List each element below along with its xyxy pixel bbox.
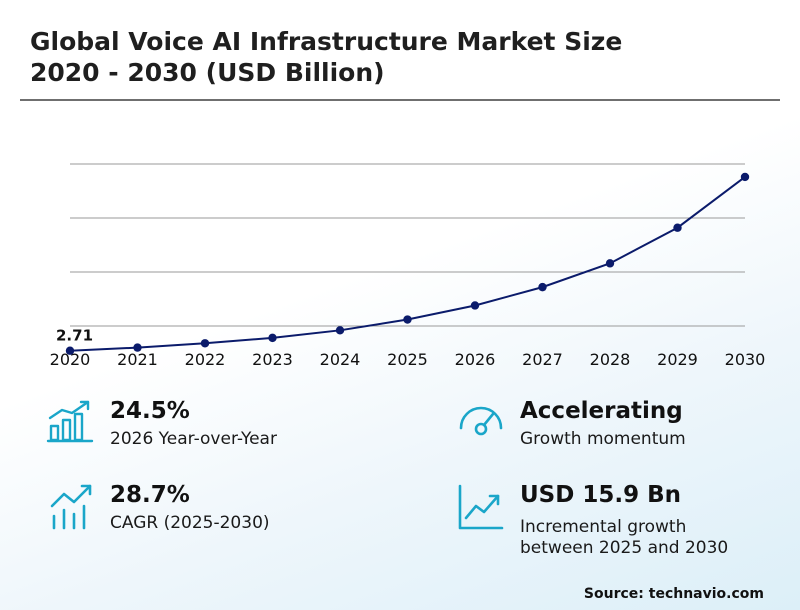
x-tick-label: 2029 <box>657 350 698 369</box>
data-point <box>605 259 615 268</box>
x-tick-label: 2025 <box>387 350 428 369</box>
x-tick-label: 2022 <box>185 350 226 369</box>
x-tick-label: 2027 <box>522 350 563 369</box>
x-tick-label: 2024 <box>320 350 361 369</box>
data-point <box>65 346 75 355</box>
data-point <box>673 223 682 232</box>
kpi-momentum-value: Accelerating <box>520 398 683 424</box>
speedometer-icon <box>459 406 503 436</box>
data-point <box>740 172 750 182</box>
title-line-1: Global Voice AI Infrastructure Market Si… <box>30 27 623 56</box>
kpi-incremental-label-line1: Incremental growth <box>520 517 687 537</box>
line-chart: 2020 2021 2022 2023 2024 2025 2026 2027 2028 2029… <box>50 163 766 369</box>
data-point <box>335 326 345 335</box>
kpi-incremental-label: Incremental growth between 2025 and 2030 <box>520 517 728 559</box>
data-point <box>200 339 210 348</box>
trend-bars-icon <box>50 484 92 530</box>
chart-title: Global Voice AI Infrastructure Market Si… <box>30 26 770 88</box>
kpi-yoy-label: 2026 Year-over-Year <box>110 429 277 449</box>
source-credit: Source: technavio.com <box>583 586 764 602</box>
title-line-2: 2020 - 2030 (USD Billion) <box>30 58 385 87</box>
data-point <box>403 315 412 324</box>
x-tick-label: 2028 <box>590 350 631 369</box>
kpi-momentum-label: Growth momentum <box>520 429 686 449</box>
x-axis-labels: 2020 2021 2022 2023 2024 2025 2026 2027 2028 2029… <box>50 350 766 369</box>
title-divider <box>20 99 780 101</box>
data-labels: 2.71 <box>56 327 93 345</box>
kpi-incremental-value: USD 15.9 Bn <box>520 482 681 508</box>
kpi-cagr: 28.7% CAGR (2025-2030) <box>46 482 376 542</box>
data-point <box>268 333 277 343</box>
kpi-cagr-label: CAGR (2025-2030) <box>110 513 270 533</box>
kpi-yoy: 24.5% 2026 Year-over-Year <box>46 398 376 458</box>
kpi-cagr-value: 28.7% <box>110 482 190 508</box>
kpi-incremental-label-line2: between 2025 and 2030 <box>520 538 729 558</box>
kpi-incremental: USD 15.9 Bn Incremental growth between 2… <box>456 482 776 566</box>
kpi-yoy-value: 24.5% <box>110 398 190 424</box>
data-points <box>65 172 750 355</box>
x-tick-label: 2020 <box>50 350 91 369</box>
bar-chart-growth-icon <box>46 400 94 443</box>
data-point <box>133 343 142 352</box>
x-tick-label: 2030 <box>725 350 766 369</box>
x-tick-label: 2026 <box>455 350 496 369</box>
gridlines <box>70 163 745 327</box>
series-line <box>69 176 746 352</box>
data-point <box>538 282 547 292</box>
line-chart-up-icon <box>458 484 504 530</box>
x-tick-label: 2021 <box>117 350 158 369</box>
data-point <box>470 301 480 310</box>
x-tick-label: 2023 <box>252 350 293 369</box>
kpi-momentum: Accelerating Growth momentum <box>456 398 776 458</box>
data-label: 2.71 <box>56 327 93 345</box>
